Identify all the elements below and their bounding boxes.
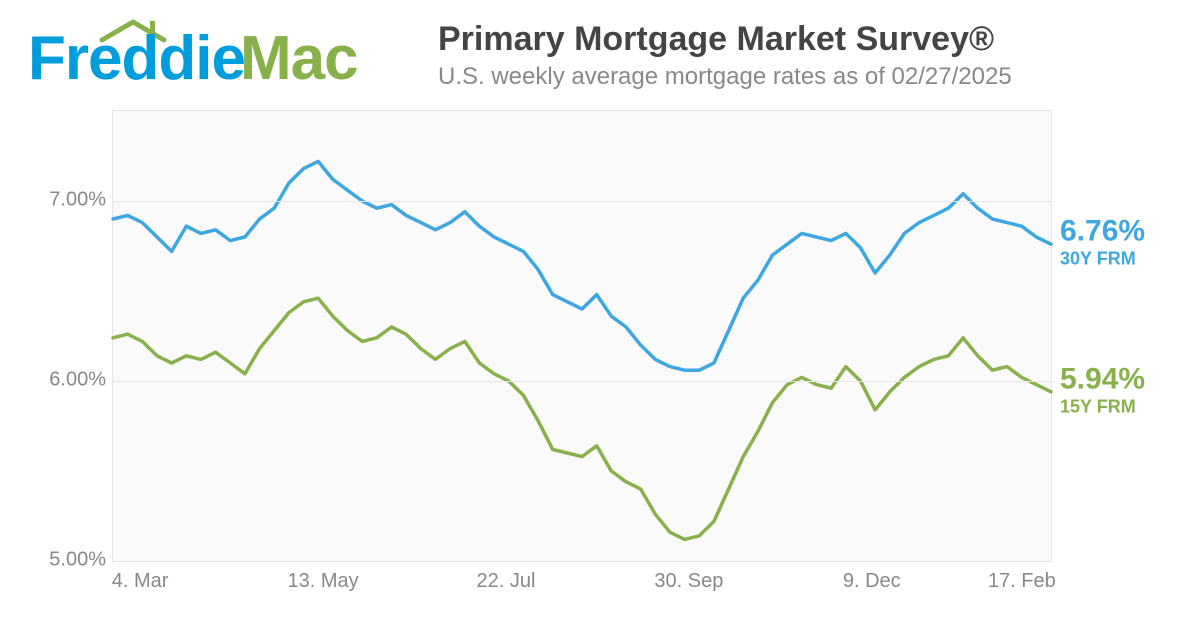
y-axis-label: 5.00%: [30, 549, 106, 572]
y-axis-label: 7.00%: [30, 189, 106, 212]
x-axis-label: 17. Feb: [988, 570, 1056, 593]
x-axis-label: 9. Dec: [843, 570, 901, 593]
series-end-value: 6.76%: [1060, 217, 1172, 247]
gridline: [113, 381, 1051, 382]
series-line-15y-frm: [113, 298, 1051, 539]
logo-word-freddie: Freddie: [28, 28, 245, 90]
chart-subtitle: U.S. weekly average mortgage rates as of…: [438, 63, 1012, 91]
series-end-label: 5.94%15Y FRM: [1060, 364, 1172, 417]
series-line-30y-frm: [113, 161, 1051, 370]
logo-word-mac: Mac: [240, 28, 358, 90]
series-end-label: 6.76%30Y FRM: [1060, 217, 1172, 270]
series-end-name: 30Y FRM: [1060, 249, 1172, 270]
gridline: [113, 561, 1051, 562]
chart-lines: [113, 111, 1051, 561]
chart-title: Primary Mortgage Market Survey®: [438, 20, 1012, 59]
x-axis-label: 4. Mar: [112, 570, 169, 593]
freddie-mac-logo: Freddie Mac: [28, 18, 408, 102]
gridline: [113, 201, 1051, 202]
chart-area: 5.00% 6.00% 7.00% 4. Mar 13. May 22. Jul 30. S…: [28, 110, 1172, 610]
y-axis-label: 6.00%: [30, 369, 106, 392]
series-end-name: 15Y FRM: [1060, 396, 1172, 417]
series-end-value: 5.94%: [1060, 364, 1172, 394]
x-axis-label: 30. Sep: [654, 570, 723, 593]
plot-region: [112, 110, 1052, 562]
x-axis-label: 13. May: [287, 570, 358, 593]
x-axis-label: 22. Jul: [476, 570, 535, 593]
